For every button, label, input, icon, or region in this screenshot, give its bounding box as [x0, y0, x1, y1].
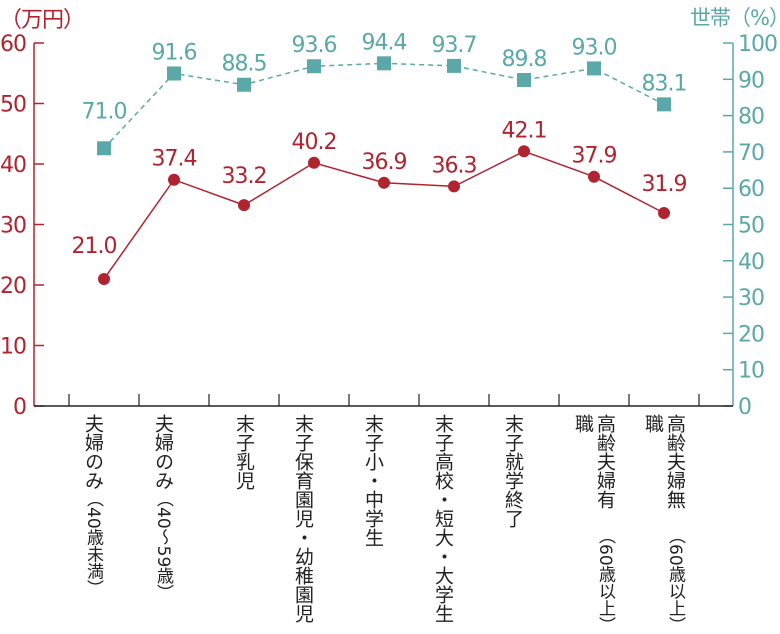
category-label: 夫婦のみ （40歳未満） [82, 414, 104, 597]
data-point-circle [518, 145, 530, 158]
right-axis-tick-label: 30 [738, 286, 764, 311]
category-main-text: 末子乳児 [233, 414, 255, 490]
data-point-square [167, 66, 181, 81]
left-axis-tick-label: 20 [0, 274, 26, 299]
data-label: 93.7 [432, 33, 477, 58]
right-axis-tick-label: 90 [738, 68, 764, 93]
right-axis-tick-label: 100 [738, 32, 777, 57]
data-point-square [237, 77, 251, 92]
series-amount: 21.0 37.4 33.2 40.2 36.9 36.3 42.1 37.9 31.9 [72, 118, 687, 285]
data-label: 71.0 [82, 99, 127, 124]
data-label: 31.9 [642, 172, 687, 197]
data-label: 37.9 [572, 144, 617, 169]
category-sub-text: （40歳未満） [83, 490, 103, 597]
right-axis-unit-label: 世帯（%） [690, 6, 780, 30]
category-main-text: 高齢夫婦有職 [572, 414, 616, 509]
right-axis-tick-label: 80 [738, 105, 764, 130]
data-label: 40.2 [292, 130, 337, 155]
data-point-square [377, 56, 391, 71]
data-label: 91.6 [152, 40, 197, 65]
left-axis-tick-label: 30 [0, 214, 26, 239]
data-label: 94.4 [362, 30, 407, 55]
series-line [103, 62, 665, 149]
right-axis-tick-label: 70 [738, 141, 764, 166]
left-axis-tick-label: 40 [0, 153, 26, 178]
series-layer: 21.0 37.4 33.2 40.2 36.9 36.3 42.1 37.9 31.9 71.0… [72, 30, 687, 285]
right-axis-tick-label: 20 [738, 322, 764, 347]
data-point-circle [238, 199, 250, 212]
data-point-square [517, 73, 531, 88]
data-label: 93.6 [292, 33, 337, 58]
left-axis-tick-label: 10 [0, 335, 26, 360]
category-main-text: 高齢夫婦無職 [642, 414, 686, 509]
left-axis-tick-label: 60 [0, 32, 26, 57]
category-main-text: 末子 [362, 414, 384, 452]
left-axis-unit-label: （万円） [0, 8, 85, 33]
right-axis-tick-label: 10 [738, 359, 764, 384]
data-point-square [307, 59, 321, 74]
data-label: 83.1 [642, 71, 687, 96]
right-axis-tick-label: 0 [738, 395, 751, 420]
category-label: 末子乳児 [233, 414, 255, 490]
data-label: 88.5 [222, 52, 267, 77]
category-main-text: 夫婦のみ [152, 414, 174, 490]
data-point-circle [448, 180, 460, 193]
category-label: 末子 就学終了 [502, 414, 524, 528]
category-label: 高齢夫婦有職 （60歳以上） [572, 414, 616, 634]
data-point-square [587, 61, 601, 76]
right-axis: 0 10 20 30 40 50 60 70 80 90 100 [723, 32, 778, 420]
category-sub-text: 小・中学生 [362, 452, 384, 547]
category-label: 高齢夫婦無職 （60歳以上） [642, 414, 686, 634]
data-label: 89.8 [502, 47, 547, 72]
x-axis [34, 394, 733, 407]
right-axis-tick-label: 60 [738, 177, 764, 202]
category-sub-text: 就学終了 [502, 452, 524, 528]
category-sub-text: （40～59歳） [153, 490, 173, 602]
category-main-text: 末子 [502, 414, 524, 452]
data-label: 36.9 [362, 150, 407, 175]
data-label: 36.3 [432, 153, 477, 178]
category-label: 末子 小・中学生 [362, 414, 384, 547]
data-label: 42.1 [502, 118, 547, 143]
data-point-square [657, 97, 671, 112]
category-main-text: 末子 [292, 414, 314, 452]
left-axis-tick-label: 50 [0, 93, 26, 118]
data-point-circle [658, 207, 670, 220]
category-main-text: 夫婦のみ [82, 414, 104, 490]
data-point-circle [168, 173, 180, 186]
category-sub-text: 保育園児・幼稚園児 [292, 452, 314, 623]
left-axis-tick-label: 0 [13, 395, 26, 420]
data-point-circle [588, 170, 600, 183]
data-point-circle [378, 176, 390, 189]
left-axis: 0 10 20 30 40 50 60 [0, 32, 44, 420]
category-label: 末子 高校・短大・大学生 [432, 414, 454, 623]
category-main-text: 末子 [432, 414, 454, 452]
data-label: 37.4 [152, 147, 197, 172]
category-sub-text: （60歳以上） [665, 527, 685, 634]
right-axis-tick-label: 40 [738, 250, 764, 275]
series-households: 71.0 91.6 88.5 93.6 94.4 93.7 89.8 93.0 83.1 [82, 30, 687, 156]
data-point-square [97, 141, 111, 156]
category-label: 末子 保育園児・幼稚園児 [292, 414, 314, 623]
category-sub-text: （60歳以上） [595, 527, 615, 634]
data-point-circle [308, 156, 320, 169]
data-point-square [447, 58, 461, 73]
data-label: 21.0 [72, 234, 117, 259]
category-label: 夫婦のみ （40～59歳） [152, 414, 174, 601]
right-axis-tick-label: 50 [738, 214, 764, 239]
data-label: 93.0 [572, 35, 617, 60]
category-sub-text: 高校・短大・大学生 [432, 452, 454, 623]
data-point-circle [98, 272, 110, 285]
data-label: 33.2 [222, 164, 267, 189]
